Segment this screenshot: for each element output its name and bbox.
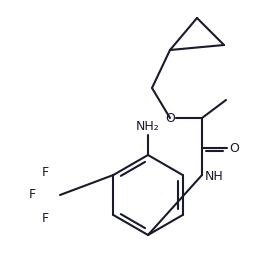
Text: F: F bbox=[28, 189, 35, 201]
Text: NH₂: NH₂ bbox=[136, 120, 160, 134]
Text: O: O bbox=[165, 112, 175, 124]
Text: O: O bbox=[229, 141, 239, 154]
Text: F: F bbox=[42, 211, 49, 225]
Text: F: F bbox=[42, 165, 49, 179]
Text: NH: NH bbox=[205, 170, 223, 184]
